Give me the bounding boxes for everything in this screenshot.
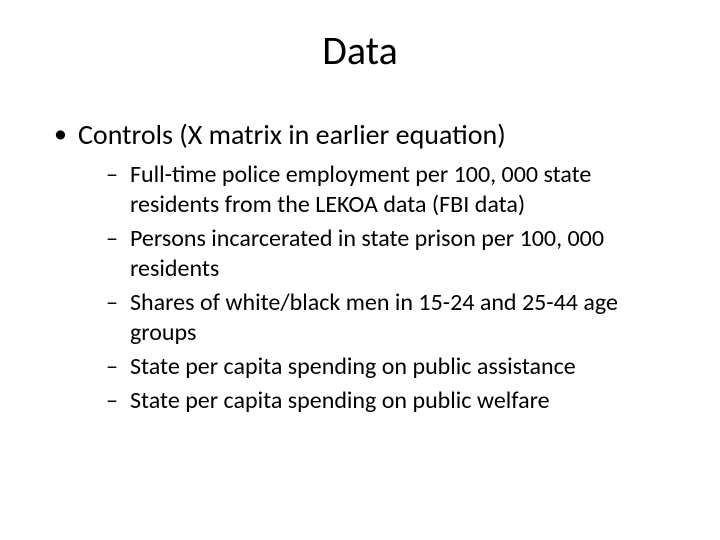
list-item: Persons incarcerated in state prison per… bbox=[106, 224, 680, 284]
list-item: Shares of white/black men in 15-24 and 2… bbox=[106, 288, 680, 348]
bullet-text: State per capita spending on public assi… bbox=[130, 352, 576, 381]
list-item: State per capita spending on public welf… bbox=[106, 386, 680, 416]
list-item: Controls (X matrix in earlier equation) … bbox=[52, 117, 680, 416]
bullet-list-level1: Controls (X matrix in earlier equation) … bbox=[40, 117, 680, 416]
list-item: State per capita spending on public assi… bbox=[106, 352, 680, 382]
bullet-text: Controls (X matrix in earlier equation) bbox=[78, 117, 506, 152]
bullet-list-level2: Full-time police employment per 100, 000… bbox=[78, 160, 680, 416]
bullet-text: Full-time police employment per 100, 000… bbox=[130, 160, 591, 219]
slide: Data Controls (X matrix in earlier equat… bbox=[0, 0, 720, 540]
list-item: Full-time police employment per 100, 000… bbox=[106, 160, 680, 220]
bullet-text: Shares of white/black men in 15-24 and 2… bbox=[130, 288, 618, 347]
bullet-text: Persons incarcerated in state prison per… bbox=[130, 224, 604, 283]
bullet-text: State per capita spending on public welf… bbox=[130, 386, 550, 415]
slide-title: Data bbox=[40, 26, 680, 75]
